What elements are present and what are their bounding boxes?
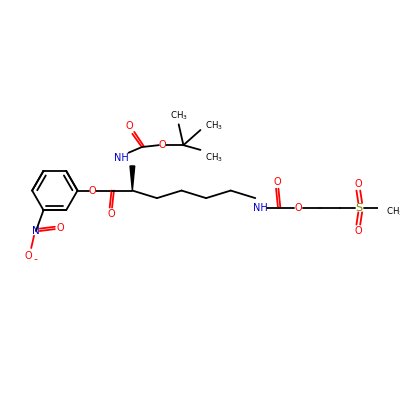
Text: O: O: [159, 140, 166, 150]
Text: S: S: [356, 202, 363, 212]
Text: N: N: [32, 226, 40, 236]
Polygon shape: [130, 166, 135, 190]
Text: CH$_3$: CH$_3$: [205, 151, 223, 164]
Text: CH$_3$: CH$_3$: [205, 119, 223, 132]
Text: O: O: [24, 250, 32, 260]
Text: O: O: [273, 177, 281, 187]
Text: O: O: [295, 202, 302, 212]
Text: -: -: [34, 254, 38, 264]
Text: O: O: [108, 209, 115, 219]
Text: O: O: [89, 186, 96, 196]
Text: CH$_3$: CH$_3$: [170, 110, 188, 122]
Text: CH$_3$: CH$_3$: [386, 205, 400, 218]
Text: NH: NH: [253, 202, 267, 212]
Text: O: O: [126, 121, 133, 131]
Text: O: O: [57, 223, 64, 233]
Text: O: O: [354, 179, 362, 189]
Text: O: O: [354, 226, 362, 236]
Text: NH: NH: [114, 153, 128, 163]
